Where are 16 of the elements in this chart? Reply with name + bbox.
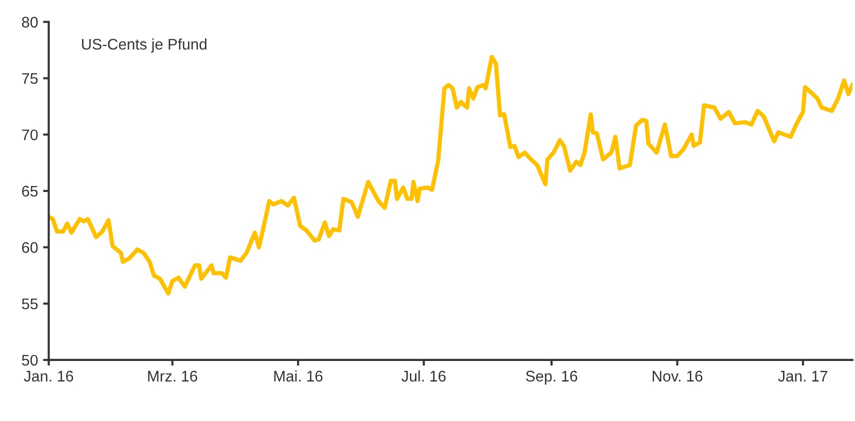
y-tick-label: 65 xyxy=(22,186,38,197)
y-tick-label: 60 xyxy=(22,242,38,253)
y-tick-label: 50 xyxy=(22,354,38,366)
x-tick-label: Nov. 16 xyxy=(652,370,702,382)
line-series xyxy=(48,54,852,296)
x-tick-label: Jan. 17 xyxy=(778,370,828,382)
y-tick-label: 80 xyxy=(22,16,38,28)
annotation: US-Cents je Pfund xyxy=(82,38,206,53)
x-tick-label: Jul. 16 xyxy=(402,370,446,382)
y-tick-label: 75 xyxy=(22,73,38,84)
x-tick-label: Mai. 16 xyxy=(274,370,322,382)
y-tick-label: 70 xyxy=(22,129,38,140)
x-tick-label: Jan. 16 xyxy=(24,370,74,382)
y-tick-label: 55 xyxy=(22,298,38,310)
x-tick-label: Mrz. 16 xyxy=(148,370,198,382)
x-tick-label: Sep. 16 xyxy=(526,370,578,385)
